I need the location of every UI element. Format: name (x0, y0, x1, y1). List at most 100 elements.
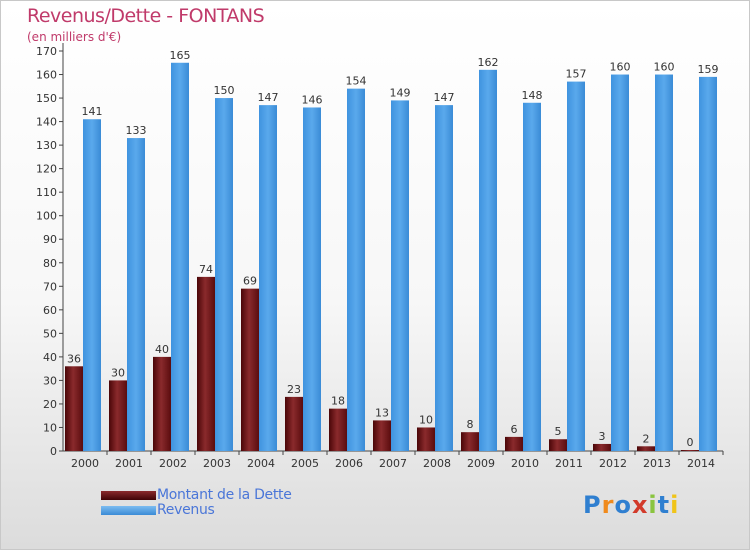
revenue-value-label: 165 (170, 49, 191, 62)
y-tick-label: 60 (43, 304, 57, 317)
revenue-bar (127, 138, 145, 451)
debt-bar (461, 432, 479, 451)
legend-swatch-dette (101, 491, 156, 500)
debt-bar (505, 436, 523, 451)
legend-label-revenus: Revenus (157, 502, 215, 518)
debt-value-label: 18 (331, 395, 345, 408)
debt-value-label: 69 (243, 275, 257, 288)
revenue-value-label: 162 (478, 56, 499, 69)
debt-bar (681, 450, 699, 451)
revenue-bar (611, 74, 629, 451)
debt-value-label: 74 (199, 263, 213, 276)
debt-value-label: 40 (155, 343, 169, 356)
y-tick-label: 10 (43, 421, 57, 434)
debt-bar (549, 439, 567, 451)
debt-bar (593, 443, 611, 451)
debt-value-label: 30 (111, 366, 125, 379)
x-tick-label: 2003 (203, 457, 231, 470)
debt-value-label: 10 (419, 413, 433, 426)
revenue-value-label: 149 (390, 86, 411, 99)
debt-value-label: 13 (375, 406, 389, 419)
debt-bar (109, 380, 127, 451)
debt-bar (197, 276, 215, 451)
revenue-bar (655, 74, 673, 451)
y-tick-label: 150 (36, 92, 57, 105)
debt-bar (153, 356, 171, 451)
proxiti-logo: Proxiti (583, 491, 679, 519)
debt-value-label: 3 (599, 430, 606, 443)
chart-title: Revenus/Dette - FONTANS (27, 5, 265, 27)
debt-value-label: 0 (687, 436, 694, 449)
legend-swatch-revenus (101, 506, 156, 515)
revenue-value-label: 160 (610, 61, 631, 74)
debt-value-label: 5 (555, 425, 562, 438)
logo-letter: t (657, 491, 671, 519)
x-tick-label: 2005 (291, 457, 319, 470)
logo-letter: o (614, 491, 632, 519)
debt-value-label: 36 (67, 352, 81, 365)
y-tick-label: 80 (43, 257, 57, 270)
revenue-value-label: 160 (654, 61, 675, 74)
revenue-bar (567, 81, 585, 452)
revenue-bar (171, 62, 189, 451)
y-tick-label: 50 (43, 327, 57, 340)
debt-bar (285, 396, 303, 451)
revenue-value-label: 141 (82, 105, 103, 118)
logo-letter: P (583, 491, 602, 519)
chart-axes: 0102030405060708090100110120130140150160… (36, 43, 724, 470)
x-tick-label: 2004 (247, 457, 275, 470)
revenue-bar (215, 98, 233, 451)
x-tick-label: 2008 (423, 457, 451, 470)
y-tick-label: 110 (36, 186, 57, 199)
y-tick-label: 0 (50, 445, 57, 458)
legend-label-dette: Montant de la Dette (157, 487, 292, 503)
x-tick-label: 2013 (643, 457, 671, 470)
revenue-bar (699, 76, 717, 451)
revenue-bar (259, 105, 277, 451)
revenue-bar (435, 105, 453, 451)
revenue-value-label: 150 (214, 84, 235, 97)
y-tick-label: 90 (43, 233, 57, 246)
revenue-value-label: 157 (566, 68, 587, 81)
debt-bar (373, 420, 391, 451)
debt-value-label: 8 (467, 418, 474, 431)
debt-bar (637, 446, 655, 451)
chart-subtitle: (en milliers d'€) (27, 30, 122, 44)
y-tick-label: 70 (43, 280, 57, 293)
y-tick-label: 100 (36, 210, 57, 223)
revenue-value-label: 159 (698, 63, 719, 76)
revenue-bar (479, 69, 497, 451)
revenue-value-label: 133 (126, 124, 147, 137)
debt-bar (65, 366, 83, 451)
revenue-value-label: 147 (434, 91, 455, 104)
y-tick-label: 130 (36, 139, 57, 152)
revenue-value-label: 148 (522, 89, 543, 102)
y-tick-label: 20 (43, 398, 57, 411)
y-tick-label: 160 (36, 69, 57, 82)
revenue-bar (391, 100, 409, 451)
x-tick-label: 2006 (335, 457, 363, 470)
logo-letter: x (631, 491, 649, 519)
x-tick-label: 2014 (687, 457, 715, 470)
chart-labels: 3614130133401657415069147231461815413149… (67, 49, 719, 449)
revenue-bar (83, 119, 101, 451)
revenue-bar (303, 107, 321, 452)
x-tick-label: 2007 (379, 457, 407, 470)
revenue-value-label: 147 (258, 91, 279, 104)
revenue-value-label: 146 (302, 93, 323, 106)
x-tick-label: 2012 (599, 457, 627, 470)
x-tick-label: 2001 (115, 457, 143, 470)
y-tick-label: 120 (36, 163, 57, 176)
debt-value-label: 23 (287, 383, 301, 396)
y-tick-label: 140 (36, 116, 57, 129)
revenue-bar (523, 102, 541, 451)
x-tick-label: 2011 (555, 457, 583, 470)
y-tick-label: 170 (36, 45, 57, 58)
y-tick-label: 30 (43, 374, 57, 387)
chart-bars (65, 62, 717, 452)
y-tick-label: 40 (43, 351, 57, 364)
x-tick-label: 2009 (467, 457, 495, 470)
revenue-bar (347, 88, 365, 451)
